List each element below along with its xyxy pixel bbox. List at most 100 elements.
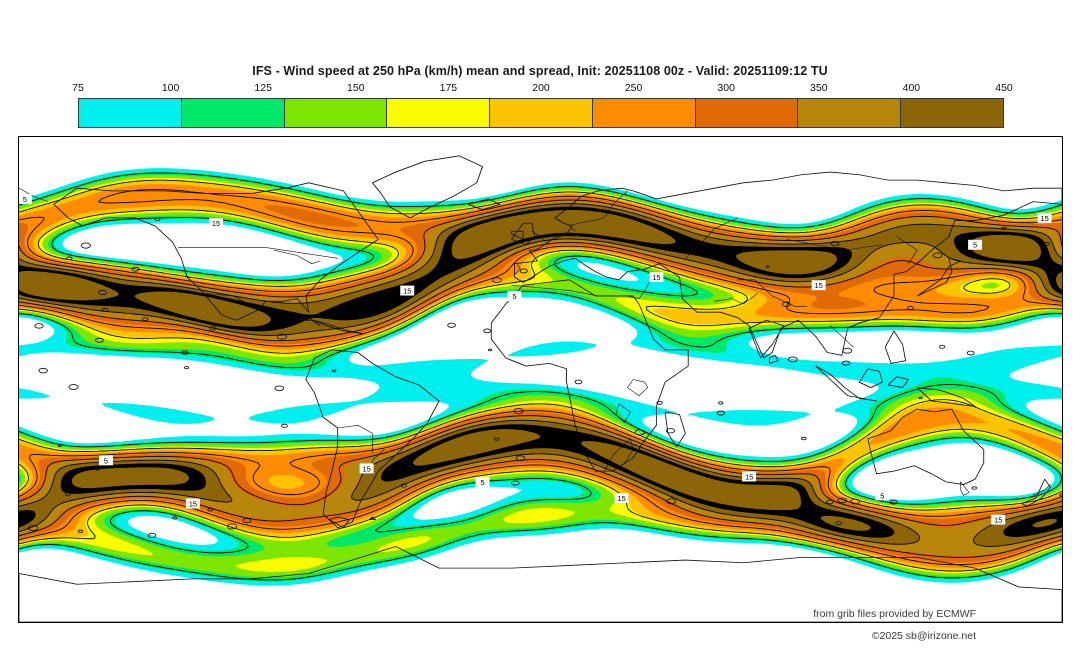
border-line bbox=[178, 247, 338, 259]
spread-contour-350 bbox=[19, 203, 1062, 547]
island bbox=[510, 480, 520, 486]
island bbox=[331, 369, 337, 373]
island bbox=[966, 350, 975, 356]
island bbox=[487, 348, 493, 352]
island bbox=[98, 289, 107, 296]
coastline bbox=[19, 546, 1062, 622]
island bbox=[80, 242, 91, 249]
border-line bbox=[603, 438, 634, 472]
border-line bbox=[896, 236, 918, 264]
spread-contour-290 bbox=[19, 199, 1062, 558]
coastline bbox=[305, 349, 440, 529]
coastline bbox=[867, 408, 985, 485]
island bbox=[483, 328, 492, 334]
island bbox=[574, 379, 583, 385]
svg-text:15: 15 bbox=[815, 281, 823, 290]
colorbar-bands bbox=[78, 98, 1004, 128]
coastline-layer bbox=[19, 155, 1062, 622]
coastline bbox=[296, 317, 321, 327]
colorbar-band-200 bbox=[592, 99, 696, 127]
contour-label: 15 bbox=[400, 285, 415, 296]
coastline bbox=[514, 171, 1062, 359]
coastline bbox=[511, 230, 524, 240]
colorbar-band-300 bbox=[798, 99, 902, 127]
coastline bbox=[53, 182, 379, 321]
island bbox=[147, 532, 157, 539]
contour-label: 5 bbox=[875, 490, 890, 500]
island bbox=[172, 516, 178, 520]
border-line bbox=[786, 239, 883, 251]
colorbar-ticks: 75 100 125 150 175 200 250 300 350 400 450 bbox=[72, 82, 1013, 96]
svg-text:15: 15 bbox=[994, 516, 1002, 525]
island bbox=[718, 401, 724, 405]
colorbar-tick-75: 75 bbox=[72, 82, 84, 94]
map-canvas: 5 15 15 5 15 15 5 15 15 5 15 15 5 15 15 5 bbox=[19, 137, 1062, 622]
svg-text:5: 5 bbox=[104, 456, 108, 465]
island bbox=[918, 396, 923, 400]
island bbox=[494, 437, 500, 441]
island bbox=[95, 467, 100, 471]
island bbox=[932, 252, 943, 259]
island bbox=[207, 508, 213, 512]
border-line bbox=[514, 263, 521, 275]
svg-text:5: 5 bbox=[512, 292, 516, 301]
border-line bbox=[615, 403, 631, 423]
island bbox=[656, 400, 663, 405]
contour-label: 15 bbox=[649, 272, 664, 282]
colorbar-band-75 bbox=[79, 99, 182, 127]
contour-label: 5 bbox=[98, 455, 113, 465]
island bbox=[38, 367, 48, 374]
colorbar-band-125 bbox=[284, 99, 388, 127]
island bbox=[491, 277, 502, 283]
contour-label: 5 bbox=[475, 476, 490, 487]
contour-label: 5 bbox=[968, 239, 983, 250]
border-line bbox=[627, 279, 651, 299]
island bbox=[826, 499, 834, 505]
island bbox=[830, 240, 840, 247]
island bbox=[939, 344, 946, 349]
contour-label-layer: 5 15 15 5 15 15 5 15 15 5 15 15 5 15 15 5 bbox=[19, 193, 1052, 525]
page-title: IFS - Wind speed at 250 hPa (km/h) mean … bbox=[252, 64, 828, 78]
island bbox=[766, 265, 770, 268]
colorbar-tick-300: 300 bbox=[717, 82, 735, 94]
island bbox=[68, 384, 79, 390]
border-line bbox=[531, 231, 547, 243]
border-line bbox=[19, 187, 49, 202]
svg-text:15: 15 bbox=[189, 499, 197, 508]
colorbar-band-150 bbox=[387, 99, 491, 127]
island bbox=[63, 480, 68, 484]
windspeed-band-250 bbox=[19, 197, 1062, 563]
colorbar-tick-400: 400 bbox=[902, 82, 921, 94]
svg-text:15: 15 bbox=[652, 273, 660, 282]
coastline bbox=[884, 330, 907, 364]
windspeed-fill-layer bbox=[19, 168, 1062, 586]
coastline bbox=[467, 198, 501, 211]
island bbox=[716, 410, 725, 416]
island bbox=[801, 436, 807, 441]
colorbar-tick-175: 175 bbox=[439, 82, 458, 94]
svg-text:5: 5 bbox=[23, 195, 27, 204]
island bbox=[835, 521, 843, 526]
island bbox=[447, 322, 456, 328]
border-line bbox=[627, 379, 648, 396]
island bbox=[519, 268, 528, 274]
border-line bbox=[960, 481, 970, 496]
colorbar-tick-250: 250 bbox=[624, 82, 643, 94]
border-line bbox=[273, 249, 321, 264]
colorbar-band-350 bbox=[901, 99, 1004, 127]
coastline bbox=[664, 411, 686, 448]
island bbox=[77, 529, 84, 533]
map-panel[interactable]: 5 15 15 5 15 15 5 15 15 5 15 15 5 15 15 5 bbox=[18, 136, 1063, 623]
contour-label: 15 bbox=[209, 218, 224, 228]
border-line bbox=[737, 279, 808, 307]
colorbar-tick-100: 100 bbox=[161, 82, 180, 94]
contour-label: 15 bbox=[185, 498, 200, 508]
spread-contour-170 bbox=[19, 179, 1062, 572]
coastline bbox=[916, 387, 976, 407]
colorbar-tick-125: 125 bbox=[254, 82, 272, 94]
spread-contour-110 bbox=[19, 172, 1062, 581]
island bbox=[837, 497, 848, 504]
contour-label: 15 bbox=[614, 493, 629, 503]
colorbar-tick-200: 200 bbox=[532, 82, 550, 94]
